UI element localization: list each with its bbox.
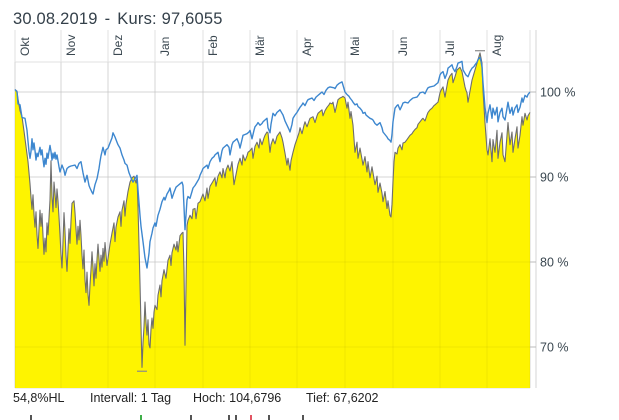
legend-fragment-mark <box>235 415 237 420</box>
y-axis-label: 70 % <box>540 341 569 355</box>
y-axis-label: 90 % <box>540 171 569 185</box>
x-axis-month-label: Mär <box>253 35 267 56</box>
title-date: 30.08.2019 <box>13 10 98 28</box>
y-axis-label: 100 % <box>540 86 575 100</box>
benchmark-line[interactable] <box>14 56 531 269</box>
legend-fragment-mark <box>268 415 270 420</box>
chart-footer: 54,8%HL Intervall: 1 Tag Hoch: 104,6796 … <box>0 391 619 407</box>
legend-fragment-mark <box>190 415 192 420</box>
chart-title: 30.08.2019- Kurs: 97,6055 <box>13 10 223 29</box>
legend-fragment-mark <box>302 415 304 420</box>
x-axis-month-label: Mai <box>348 37 362 56</box>
legend-fragment-mark <box>30 415 32 420</box>
y-axis-label: 80 % <box>540 256 569 270</box>
clipped-legend-row <box>0 415 619 420</box>
x-axis-month-label: Apr <box>300 37 314 56</box>
x-axis-month-label: Jun <box>396 37 410 56</box>
x-axis-month-label: Feb <box>206 35 220 56</box>
legend-fragment-mark <box>228 415 230 420</box>
footer-interval: Intervall: 1 Tag <box>90 391 172 405</box>
title-kurs-value: Kurs: 97,6055 <box>117 10 223 28</box>
x-axis-month-label: Aug <box>490 35 504 56</box>
price-outline[interactable] <box>14 52 531 368</box>
footer-range-percent: 54,8%HL <box>13 391 65 405</box>
legend-fragment-mark <box>140 415 142 420</box>
x-axis-month-label: Okt <box>18 37 32 56</box>
x-axis-month-label: Jul <box>443 41 457 56</box>
title-separator: - <box>104 10 111 28</box>
x-axis-month-label: Dez <box>111 35 125 56</box>
footer-low: Tief: 67,6202 <box>306 391 379 405</box>
footer-high: Hoch: 104,6796 <box>193 391 282 405</box>
x-axis-month-label: Jan <box>158 37 172 56</box>
price-area[interactable] <box>15 52 530 389</box>
x-axis-month-label: Nov <box>64 35 78 56</box>
legend-fragment-mark <box>250 415 252 420</box>
